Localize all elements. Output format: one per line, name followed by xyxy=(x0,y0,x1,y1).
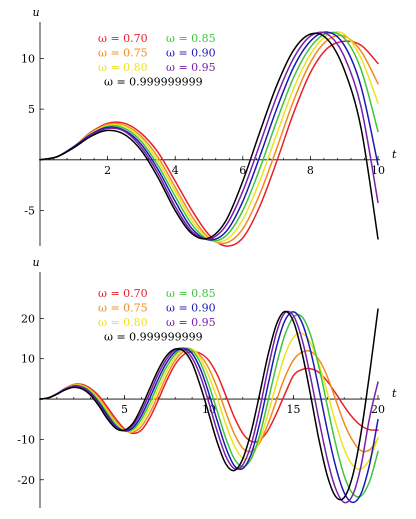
y-tick-label: -20 xyxy=(17,474,35,487)
x-tick-label: 10 xyxy=(371,164,385,177)
legend-entry: ω = 0.80 xyxy=(98,61,148,74)
legend-entry: ω = 0.70 xyxy=(98,287,148,300)
legend-entry: ω = 0.90 xyxy=(166,302,216,315)
series-line xyxy=(39,332,379,470)
legend-entry: ω = 0.999999999 xyxy=(104,331,203,344)
x-tick-label: 5 xyxy=(121,403,128,416)
series-line xyxy=(39,311,379,504)
y-tick-label: -5 xyxy=(24,205,35,218)
x-tick-label: 2 xyxy=(104,164,111,177)
x-tick-label: 20 xyxy=(371,403,385,416)
legend-entry: ω = 0.75 xyxy=(98,302,148,315)
series-line xyxy=(39,348,379,453)
legend-entry: ω = 0.80 xyxy=(98,316,148,329)
series-line xyxy=(39,308,379,501)
legend-entry: ω = 0.75 xyxy=(98,47,148,60)
series-line xyxy=(39,310,379,504)
y-tick-label: 10 xyxy=(21,353,35,366)
legend-entry: ω = 0.85 xyxy=(166,32,216,45)
y-axis-label: u xyxy=(32,6,39,19)
x-tick-label: 4 xyxy=(172,164,179,177)
legend-entry: ω = 0.999999999 xyxy=(104,76,203,89)
x-axis-label: t xyxy=(392,148,397,161)
series-line xyxy=(39,40,379,247)
y-tick-label: 20 xyxy=(21,312,35,325)
y-tick-label: 10 xyxy=(21,52,35,65)
legend-entry: ω = 0.95 xyxy=(166,316,216,329)
x-tick-label: 15 xyxy=(287,403,301,416)
y-tick-label: -10 xyxy=(17,433,35,446)
series-line xyxy=(39,31,379,240)
y-axis-label: u xyxy=(32,256,39,269)
x-tick-label: 6 xyxy=(239,164,246,177)
legend-entry: ω = 0.95 xyxy=(166,61,216,74)
legend-entry: ω = 0.85 xyxy=(166,287,216,300)
legend-entry: ω = 0.90 xyxy=(166,47,216,60)
series-line xyxy=(39,313,379,498)
x-axis-label: t xyxy=(392,387,397,400)
series-line xyxy=(39,32,379,240)
x-tick-label: 8 xyxy=(307,164,314,177)
legend-entry: ω = 0.70 xyxy=(98,32,148,45)
y-tick-label: 5 xyxy=(28,103,35,116)
